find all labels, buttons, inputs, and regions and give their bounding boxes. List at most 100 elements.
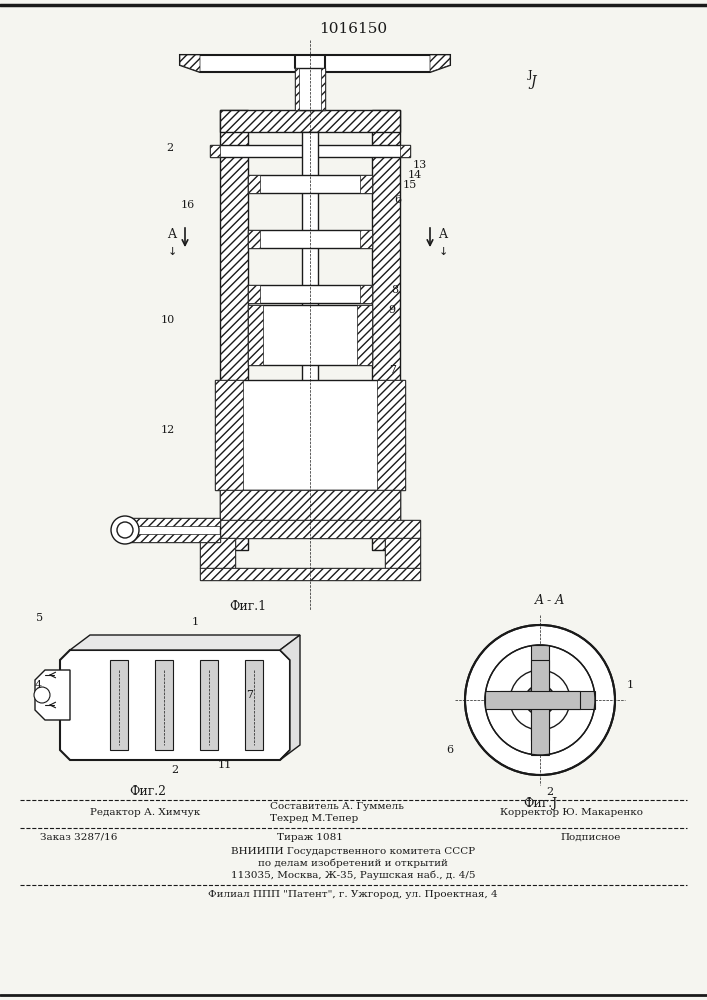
Polygon shape xyxy=(248,285,260,303)
Circle shape xyxy=(34,687,50,703)
Text: 2: 2 xyxy=(166,143,173,153)
Polygon shape xyxy=(321,68,325,110)
Wedge shape xyxy=(574,739,593,759)
Wedge shape xyxy=(588,662,609,679)
Polygon shape xyxy=(130,534,220,542)
Bar xyxy=(215,380,405,490)
Bar xyxy=(130,518,220,542)
Text: Фиг.2: Фиг.2 xyxy=(129,785,167,798)
Bar xyxy=(531,645,549,740)
Polygon shape xyxy=(248,305,263,365)
Circle shape xyxy=(525,685,555,715)
Text: 6: 6 xyxy=(395,195,402,205)
Text: A: A xyxy=(168,229,177,241)
Text: 10: 10 xyxy=(161,315,175,325)
Text: Филиал ППП "Патент", г. Ужгород, ул. Проектная, 4: Филиал ППП "Патент", г. Ужгород, ул. Про… xyxy=(208,890,498,899)
Wedge shape xyxy=(512,751,526,772)
Polygon shape xyxy=(60,650,290,760)
Polygon shape xyxy=(377,380,405,490)
Bar xyxy=(500,691,595,709)
Polygon shape xyxy=(200,520,420,538)
Wedge shape xyxy=(591,714,612,728)
Polygon shape xyxy=(280,635,300,760)
Circle shape xyxy=(510,670,570,730)
Bar xyxy=(220,110,248,550)
Wedge shape xyxy=(568,635,585,656)
Text: Подписное: Подписное xyxy=(560,833,620,842)
Text: Тираж 1081: Тираж 1081 xyxy=(277,833,343,842)
Polygon shape xyxy=(110,660,128,750)
Text: 14: 14 xyxy=(408,170,422,180)
Polygon shape xyxy=(248,175,260,193)
Bar xyxy=(372,110,400,550)
Text: Фиг.1: Фиг.1 xyxy=(230,600,267,613)
Wedge shape xyxy=(466,708,487,719)
Wedge shape xyxy=(520,626,532,647)
Text: Фиг.J: Фиг.J xyxy=(523,797,557,810)
Wedge shape xyxy=(595,700,615,709)
Circle shape xyxy=(117,522,133,538)
Text: 4: 4 xyxy=(35,680,42,690)
Polygon shape xyxy=(220,110,400,132)
Polygon shape xyxy=(360,175,372,193)
Wedge shape xyxy=(531,755,540,775)
Polygon shape xyxy=(385,538,420,568)
Text: 8: 8 xyxy=(392,285,399,295)
Text: Заказ 3287/16: Заказ 3287/16 xyxy=(40,833,117,842)
Polygon shape xyxy=(200,568,420,580)
Bar xyxy=(385,538,420,568)
Wedge shape xyxy=(467,672,489,686)
Text: A: A xyxy=(438,229,448,241)
Wedge shape xyxy=(593,681,614,692)
Text: 7: 7 xyxy=(390,365,397,375)
Text: Редактор А. Химчук: Редактор А. Химчук xyxy=(90,808,200,817)
Wedge shape xyxy=(561,748,578,769)
Text: J: J xyxy=(527,70,532,80)
Polygon shape xyxy=(210,145,220,157)
Polygon shape xyxy=(70,635,300,650)
Polygon shape xyxy=(360,230,372,248)
Text: 9: 9 xyxy=(388,305,395,315)
Polygon shape xyxy=(200,660,218,750)
Bar xyxy=(531,660,549,755)
Polygon shape xyxy=(180,55,450,72)
Text: 16: 16 xyxy=(181,200,195,210)
Text: Корректор Ю. Макаренко: Корректор Ю. Макаренко xyxy=(500,808,643,817)
Wedge shape xyxy=(579,647,599,666)
Polygon shape xyxy=(215,380,243,490)
Text: 7: 7 xyxy=(247,690,254,700)
Polygon shape xyxy=(360,285,372,303)
Wedge shape xyxy=(584,728,605,745)
Bar xyxy=(295,68,325,110)
Bar xyxy=(200,520,420,538)
Text: 2: 2 xyxy=(547,787,554,797)
Polygon shape xyxy=(372,110,400,550)
Text: 15: 15 xyxy=(403,180,417,190)
Circle shape xyxy=(465,625,615,775)
Polygon shape xyxy=(248,230,260,248)
Circle shape xyxy=(485,645,595,755)
Text: 1: 1 xyxy=(627,680,634,690)
Wedge shape xyxy=(548,753,559,774)
Bar xyxy=(220,110,400,132)
Text: J: J xyxy=(530,75,536,89)
Wedge shape xyxy=(554,628,568,649)
Bar xyxy=(248,175,372,193)
Text: 5: 5 xyxy=(37,613,44,623)
Bar xyxy=(248,305,372,365)
Wedge shape xyxy=(471,721,492,738)
Text: A - A: A - A xyxy=(535,594,565,607)
Wedge shape xyxy=(475,655,496,672)
Text: Составитель А. Гуммель: Составитель А. Гуммель xyxy=(270,802,404,811)
Text: ↓: ↓ xyxy=(168,247,177,257)
Bar xyxy=(200,538,235,568)
Polygon shape xyxy=(155,660,173,750)
Bar xyxy=(220,490,400,520)
Text: 2: 2 xyxy=(171,765,179,775)
Wedge shape xyxy=(495,744,513,765)
Text: 13: 13 xyxy=(413,160,427,170)
Polygon shape xyxy=(430,55,450,72)
Text: 1016150: 1016150 xyxy=(319,22,387,36)
Wedge shape xyxy=(487,641,506,661)
Text: 6: 6 xyxy=(446,745,453,755)
